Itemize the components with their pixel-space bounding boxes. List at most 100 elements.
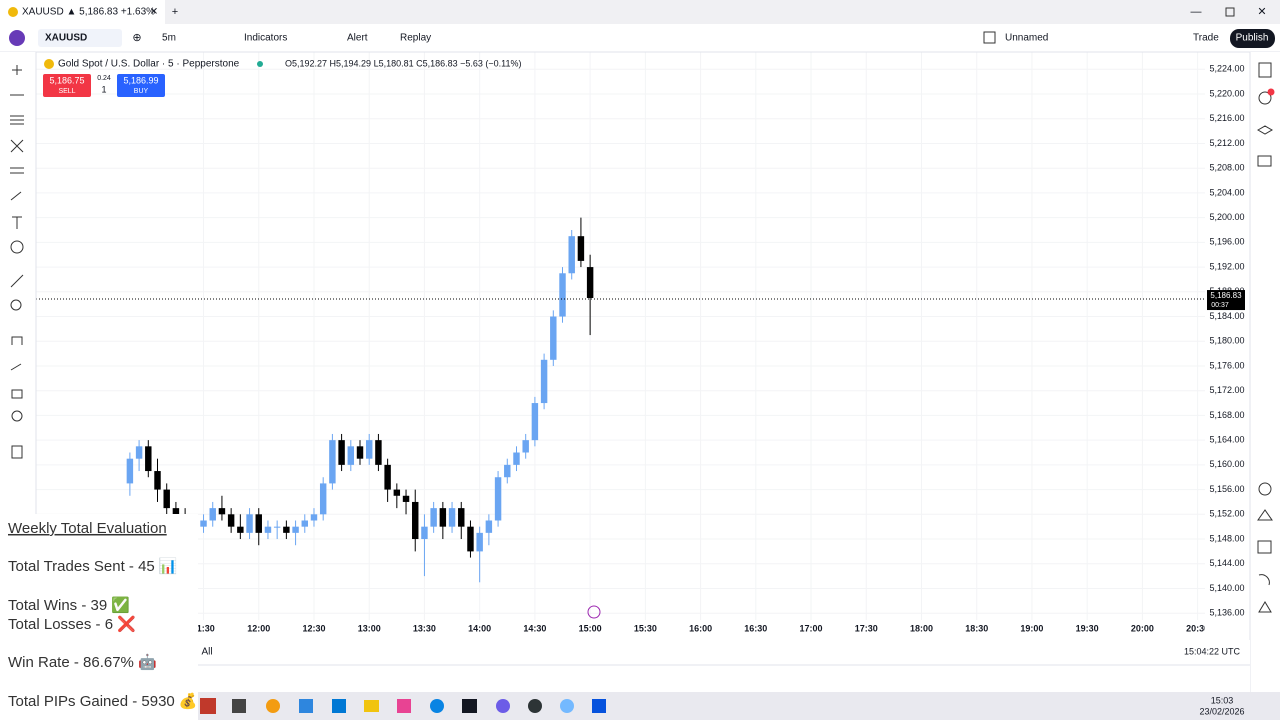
y-tick-label: 5,168.00 xyxy=(1209,410,1244,420)
tab[interactable] xyxy=(0,0,165,24)
y-tick-label: 5,208.00 xyxy=(1209,163,1244,173)
x-tick-label: 13:30 xyxy=(413,623,436,633)
candle-body xyxy=(264,526,272,533)
y-tick-label: 5,140.00 xyxy=(1209,583,1244,593)
layout-name[interactable]: Unnamed xyxy=(1005,33,1048,44)
candle-body xyxy=(430,508,437,527)
candle-body xyxy=(550,316,557,360)
x-tick-label: 17:00 xyxy=(800,623,823,633)
replay[interactable]: Replay xyxy=(400,33,431,44)
x-tick-label: 16:30 xyxy=(744,623,767,633)
candle-body xyxy=(347,446,355,465)
y-tick-label: 5,180.00 xyxy=(1209,336,1244,346)
candle-body xyxy=(329,440,336,484)
new-tab[interactable]: + xyxy=(172,6,178,18)
candle-body xyxy=(568,236,575,274)
candle-body xyxy=(135,446,143,459)
notification-dot xyxy=(1267,88,1275,96)
y-tick-label: 5,224.00 xyxy=(1209,64,1244,74)
y-tick-label: 5,160.00 xyxy=(1209,459,1244,469)
price-axis xyxy=(1205,52,1250,622)
candle-body xyxy=(522,440,529,453)
tab-close[interactable]: ✕ xyxy=(150,7,158,18)
candle-body xyxy=(485,520,493,533)
buy-button[interactable] xyxy=(117,74,165,97)
sell-button[interactable] xyxy=(43,74,91,97)
publish-button[interactable] xyxy=(1230,29,1275,48)
candle-body xyxy=(310,514,318,521)
minimize[interactable]: — xyxy=(1191,6,1202,18)
symbol-icon xyxy=(44,59,54,69)
compare[interactable]: ⊕ xyxy=(132,32,141,44)
candle-body xyxy=(319,483,327,515)
x-tick-label: 15:30 xyxy=(634,623,657,633)
ohlc: O5,192.27 H5,194.29 L5,180.81 C5,186.83 … xyxy=(285,58,522,68)
overlay-line: Total Trades Sent - 45 📊 xyxy=(8,557,178,575)
candle-body xyxy=(126,458,134,484)
symbol-box[interactable] xyxy=(38,29,122,47)
candle-body xyxy=(448,508,456,527)
x-tick-label: 12:30 xyxy=(302,623,325,633)
publish: Publish xyxy=(1236,33,1269,44)
y-tick-label: 5,204.00 xyxy=(1209,187,1244,197)
candle-body xyxy=(356,446,364,459)
candle-body xyxy=(301,520,308,527)
range-all[interactable]: All xyxy=(201,647,212,658)
candle-body xyxy=(476,532,483,552)
time-axis xyxy=(36,620,1250,640)
candle-body xyxy=(227,514,235,527)
taskbar-date: 23/02/2026 xyxy=(1199,706,1244,716)
candle-body xyxy=(172,508,180,515)
plot xyxy=(36,52,1205,620)
candle-body xyxy=(531,403,539,441)
candle-body xyxy=(365,440,373,459)
candle-body xyxy=(209,508,216,521)
avatar[interactable] xyxy=(9,30,25,46)
x-tick-label: 19:30 xyxy=(1076,623,1099,633)
candle-body xyxy=(402,495,410,502)
maximize[interactable] xyxy=(1225,7,1235,17)
candle-body xyxy=(163,489,170,509)
alert[interactable]: Alert xyxy=(347,33,368,44)
symbol: XAUUSD xyxy=(45,33,87,44)
sidebar-icons[interactable] xyxy=(1256,62,1274,613)
y-tick-label: 5,152.00 xyxy=(1209,509,1244,519)
y-tick-label: 5,184.00 xyxy=(1209,311,1244,321)
tab-bar xyxy=(0,0,1280,24)
layout-icon xyxy=(983,31,996,44)
x-tick-label: 14:30 xyxy=(523,623,546,633)
y-tick-label: 5,212.00 xyxy=(1209,138,1244,148)
x-tick-label: 18:30 xyxy=(965,623,988,633)
close[interactable]: ✕ xyxy=(1257,6,1266,18)
x-tick-label: 17:30 xyxy=(855,623,878,633)
instrument: Gold Spot / U.S. Dollar · 5 · Pepperston… xyxy=(58,59,240,70)
indicators[interactable]: Indicators xyxy=(244,33,287,44)
candle-body xyxy=(273,526,281,528)
interval[interactable]: 5m xyxy=(162,33,176,44)
buy-label: BUY xyxy=(134,88,149,95)
overlay-title: Weekly Total Evaluation xyxy=(8,520,167,537)
tool-icons[interactable] xyxy=(10,65,24,459)
candle-body xyxy=(338,440,345,465)
clock: 15:04:22 UTC xyxy=(1184,646,1241,656)
x-tick-label: 19:00 xyxy=(1020,623,1043,633)
countdown: 00:37 xyxy=(1211,302,1229,309)
candle-body xyxy=(494,477,502,521)
overlay-line: Total Wins - 39 ✅ xyxy=(8,596,130,614)
candle-body xyxy=(154,471,161,490)
y-tick-label: 5,136.00 xyxy=(1209,608,1244,618)
candle-body xyxy=(467,526,474,552)
candle-body xyxy=(421,526,428,540)
candle-body xyxy=(384,464,391,490)
trade[interactable]: Trade xyxy=(1193,33,1219,44)
y-tick-label: 5,196.00 xyxy=(1209,237,1244,247)
x-tick-label: 20:00 xyxy=(1131,623,1154,633)
taskbar-apps[interactable] xyxy=(200,698,606,714)
quantity[interactable]: 1 xyxy=(101,84,106,94)
x-tick-label: 16:00 xyxy=(689,623,712,633)
taskbar-time: 15:03 xyxy=(1211,695,1234,705)
last-price: 5,186.83 00:37 xyxy=(36,290,1245,311)
candle-body xyxy=(283,526,290,533)
candle-body xyxy=(218,508,226,515)
